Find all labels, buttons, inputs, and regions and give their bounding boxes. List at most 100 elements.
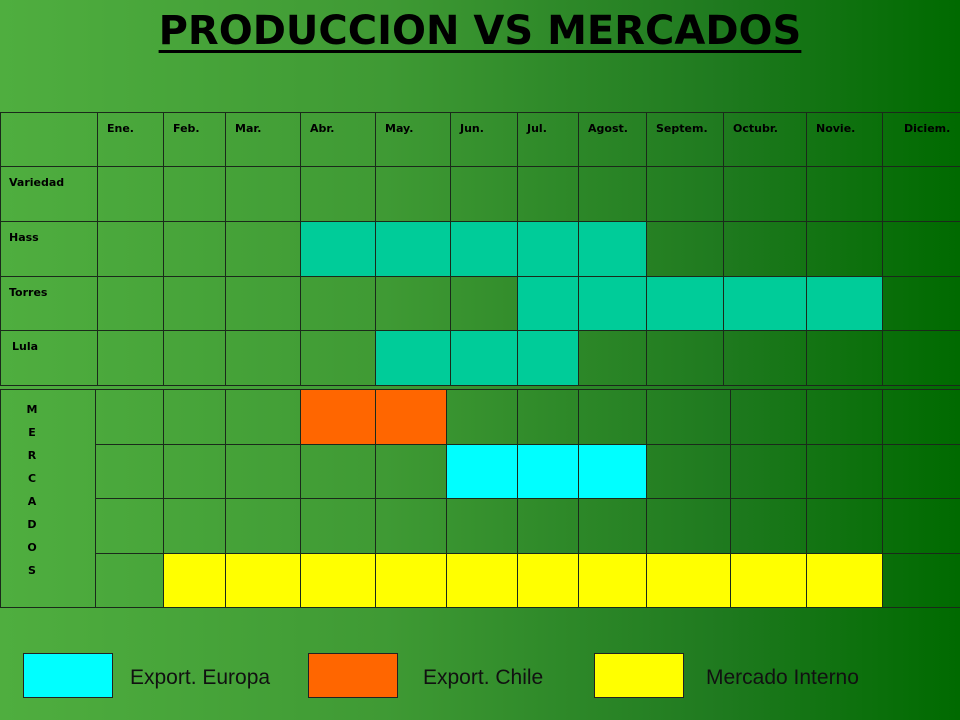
table-cell [882,112,960,167]
table-cell [375,276,451,331]
table-cell [97,221,164,277]
table-cell [517,444,579,499]
table-cell [375,444,447,499]
month-header: Agost. [588,122,628,135]
table-cell [882,166,960,222]
table-cell [806,166,883,222]
legend-swatch [23,653,113,698]
table-cell [375,112,451,167]
table-cell [450,330,518,386]
table-cell [730,498,807,554]
month-header: Ene. [107,122,134,135]
month-header: Octubr. [733,122,778,135]
table-cell [225,221,301,277]
table-cell [646,166,724,222]
table-cell [0,166,98,222]
table-cell [300,553,376,608]
legend-label: Export. Chile [423,666,544,689]
table-cell [97,166,164,222]
table-cell [0,330,98,386]
table-cell [646,498,731,554]
table-cell [95,498,164,554]
row-label: Lula [12,340,39,353]
table-cell [163,221,226,277]
table-cell [163,553,226,608]
table-cell [225,389,301,445]
table-cell [375,553,447,608]
table-cell [517,498,579,554]
table-cell [163,444,226,499]
table-cell [97,330,164,386]
month-header: Septem. [656,122,708,135]
table-cell [0,221,98,277]
title: PRODUCCION VS MERCADOS [0,8,960,54]
table-cell [723,276,807,331]
table-cell [225,444,301,499]
table-cell [578,389,647,445]
table-cell [0,276,98,331]
table-cell [450,276,518,331]
table-cell [578,112,647,167]
table-cell [882,444,960,499]
table-cell [646,389,731,445]
title-text: PRODUCCION VS MERCADOS [158,8,802,54]
table-cell [300,444,376,499]
table-cell [0,389,96,608]
table-cell [806,444,883,499]
table-cell [578,276,647,331]
row-label: Hass [9,231,39,244]
table-cell [97,112,164,167]
table-cell [730,444,807,499]
table-cell [450,112,518,167]
table-cell [163,166,226,222]
legend-swatch [594,653,684,698]
table-cell [578,444,647,499]
table-cell [578,498,647,554]
table-cell [517,276,579,331]
month-header: Novie. [816,122,856,135]
table-cell [97,276,164,331]
table-cell [882,498,960,554]
table-cell [0,112,98,167]
month-header: Feb. [173,122,200,135]
table-cell [723,330,807,386]
table-cell [300,166,376,222]
table-cell [225,276,301,331]
table-cell [723,112,807,167]
table-cell [806,221,883,277]
month-header: Jul. [527,122,547,135]
table-cell [225,112,301,167]
month-header: May. [385,122,414,135]
month-header: Abr. [310,122,335,135]
table-cell [225,498,301,554]
row-label: Torres [9,286,48,299]
month-header: Diciem. [904,122,951,135]
table-cell [578,221,647,277]
table-cell [517,553,579,608]
table-cell [517,166,579,222]
table-cell [95,389,164,445]
table-cell [517,221,579,277]
month-header: Mar. [235,122,262,135]
table-cell [882,553,960,608]
table-cell [517,389,579,445]
table-cell [163,498,226,554]
table-cell [300,276,376,331]
table-cell [723,166,807,222]
table-cell [723,221,807,277]
table-cell [300,221,376,277]
table-cell [446,389,518,445]
table-cell [730,389,807,445]
table-cell [300,330,376,386]
legend-swatch [308,653,398,698]
table-cell [375,330,451,386]
table-cell [95,444,164,499]
table-cell [730,553,807,608]
table-cell [375,498,447,554]
table-cell [646,330,724,386]
table-cell [225,166,301,222]
table-cell [163,330,226,386]
table-cell [882,330,960,386]
table-cell [450,166,518,222]
table-cell [806,112,883,167]
